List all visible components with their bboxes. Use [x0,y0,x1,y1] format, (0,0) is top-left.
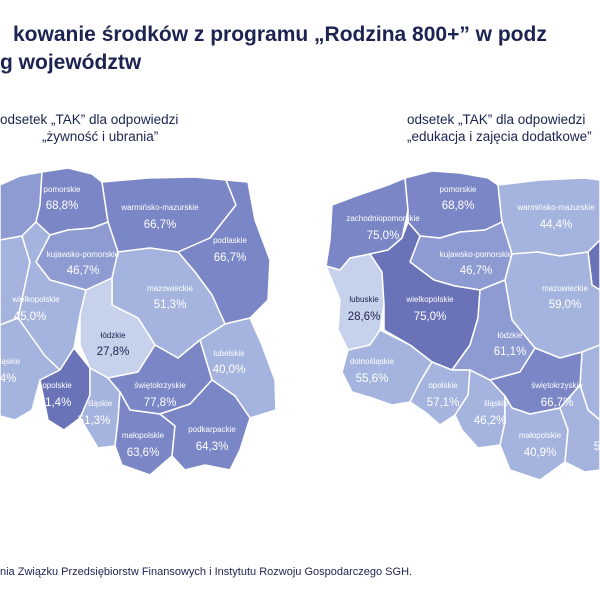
left-label-value-2: 66,7% [214,252,247,264]
right-label-value-13: 5 [594,441,600,453]
right-label-name-11: świętokrzyskie [531,381,583,390]
left-label-value-6: 27,8% [97,346,130,358]
left-map-labels: pomorskie 68,8% warmińsko-mazurskie 66,7… [0,185,247,459]
left-label-name-4: wielkopolskie [11,295,60,304]
left-label-value-10: 51,3% [78,415,111,427]
left-label-value-3: 46,7% [67,265,100,277]
left-region-wielkopolskie [17,221,87,371]
right-label-value-7: 61,1% [494,346,527,358]
right-label-name-4: lubuskie [349,295,379,304]
right-label-value-3: 46,7% [460,265,493,277]
left-label-value-13: 64,3% [196,441,229,453]
right-region-lubuskie [325,253,385,351]
right-label-value-9: 57,1% [427,397,460,409]
right-label-value-8: 55,6% [356,373,389,385]
left-label-name-6: łódzkie [101,331,126,340]
right-region-warminsko-mazurskie [497,177,600,257]
right-label-name-8: dolnośląskie [350,357,395,366]
right-label-value-6: 59,0% [549,299,582,311]
left-label-name-11: świętokrzyskie [134,381,186,390]
right-label-value-12: 40,9% [524,447,557,459]
left-label-value-4: 45,0% [14,311,47,323]
right-label-value-0: 68,8% [442,200,475,212]
left-label-name-5: mazowieckie [147,284,193,293]
left-label-value-7: 40,0% [213,364,246,376]
right-region-podkarpackie [559,384,600,473]
left-label-value-12: 63,6% [127,447,160,459]
left-label-name-10: śląskie [88,399,113,408]
right-label-name-10: śląskie [484,399,509,408]
left-label-name-2: podlaskie [213,236,247,245]
left-label-name-9: opolskie [42,381,72,390]
left-subtitle-line-2: „żywność i ubrania” [42,129,159,144]
title-line-1: kowanie środków z programu „Rodzina 800+… [13,23,547,46]
right-map-subtitle: odsetek „TAK” dla odpowiedzi „edukacja i… [407,111,600,145]
right-label-name-12: małopolskie [519,431,562,440]
right-label-name-0: pomorskie [440,185,477,194]
right-label-name-6: mazowieckie [542,284,588,293]
right-label-value-11: 66,7% [541,397,574,409]
right-subtitle-line-2: „edukacja i zajęcia dodatkowe” [407,129,592,144]
left-label-value-8: 4% [0,373,16,385]
left-map-subtitle: odsetek „TAK” dla odpowiedzi „żywność i … [0,111,200,145]
left-label-value-5: 51,3% [154,299,187,311]
left-label-name-13: podkarpackie [188,425,236,434]
left-label-value-0: 68,8% [46,200,79,212]
left-region-podkarpackie [159,379,251,471]
left-region-malopolskie [114,391,176,476]
right-label-value-1: 75,0% [367,230,400,242]
left-label-value-11: 77,8% [144,397,177,409]
left-label-name-3: kujawsko-pomorskie [47,250,120,259]
left-label-name-12: małopolskie [122,431,165,440]
left-label-name-7: lubelskie [213,349,245,358]
right-label-name-3: kujawsko-pomorskie [440,250,513,259]
right-label-name-5: wielkopolskie [405,295,454,304]
source-note: nia Związku Przedsiębiorstw Finansowych … [0,566,413,578]
right-label-value-5: 75,0% [414,311,447,323]
right-label-name-7: łódzkie [498,331,523,340]
left-label-name-0: pomorskie [44,185,81,194]
title-line-2: g województw [0,51,142,74]
right-label-value-10: 46,2% [474,415,507,427]
right-region-opolskie [409,361,471,426]
right-label-name-9: opolskie [428,381,458,390]
right-label-name-2: warmińsko-mazurskie [516,203,595,212]
right-label-name-1: zachodniopomorskie [346,214,420,223]
left-label-name-dolnoslaskie: śląskie [0,357,21,366]
left-label-value-9: 71,4% [39,397,72,409]
left-map [0,167,277,476]
left-label-name-1: warmińsko-mazurskie [120,203,199,212]
right-map-labels: pomorskie 68,8% zachodniopomorskie 75,0%… [346,185,600,459]
right-map [325,170,600,481]
left-label-value-1: 66,7% [144,219,177,231]
right-label-value-4: 28,6% [348,311,381,323]
right-subtitle-line-1: odsetek „TAK” dla odpowiedzi [407,112,586,127]
right-label-value-2: 44,4% [540,219,573,231]
left-subtitle-line-1: odsetek „TAK” dla odpowiedzi [0,112,179,127]
